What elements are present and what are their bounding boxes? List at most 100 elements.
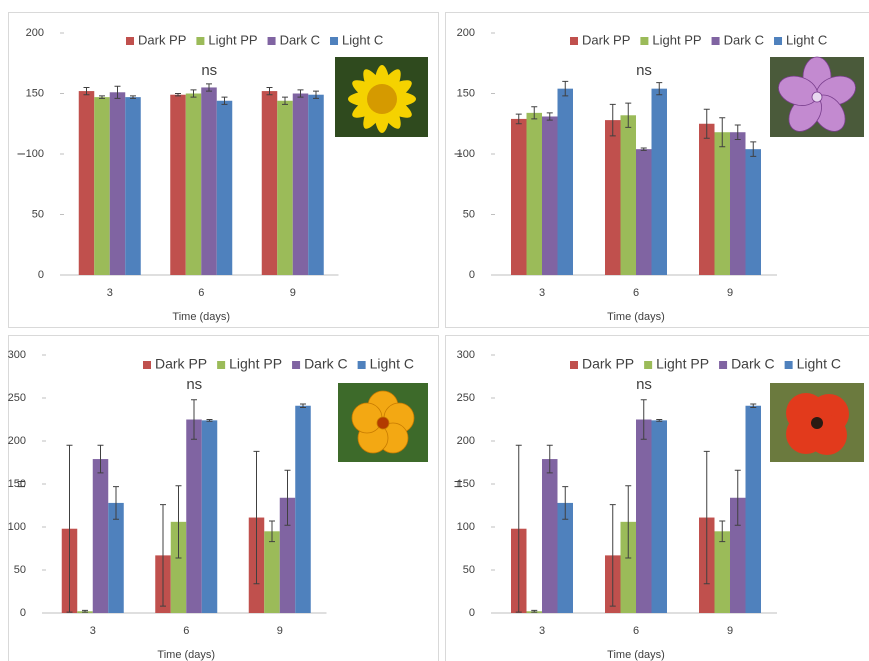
y-tick-label: 200: [8, 435, 26, 447]
y-axis-label: I: [453, 152, 465, 155]
photo-yellow-flower: [335, 57, 428, 137]
y-tick-label: 50: [14, 564, 26, 576]
legend-label: Dark PP: [582, 356, 634, 372]
legend-swatch: [330, 37, 338, 45]
annotation: ns: [201, 62, 217, 79]
bar: [202, 420, 218, 613]
y-tick-label: 50: [463, 208, 475, 220]
legend-label: Light PP: [229, 356, 282, 372]
bar: [125, 97, 141, 275]
legend-swatch: [570, 37, 578, 45]
y-tick-label: 0: [38, 269, 44, 281]
photo-nasturtium-flower: [338, 383, 428, 462]
y-tick-label: 100: [457, 521, 475, 533]
y-tick-label: 0: [469, 269, 475, 281]
y-tick-label: 50: [463, 564, 475, 576]
y-tick-label: 100: [26, 148, 44, 160]
x-tick-label: 3: [539, 287, 545, 299]
legend-swatch: [774, 37, 782, 45]
legend-label: Light PP: [208, 32, 257, 47]
annotation: ns: [636, 62, 652, 79]
bar: [277, 101, 293, 275]
legend-swatch: [268, 37, 276, 45]
bar: [621, 115, 637, 275]
bar: [217, 101, 233, 275]
legend-swatch: [126, 37, 134, 45]
bar: [308, 95, 324, 275]
bar: [110, 92, 126, 275]
y-tick-label: 150: [26, 87, 44, 99]
legend-label: Light C: [342, 32, 383, 47]
legend-swatch: [143, 361, 151, 369]
y-tick-label: 200: [457, 435, 475, 447]
bar: [542, 459, 558, 613]
bar: [79, 91, 95, 275]
legend-label: Dark C: [304, 356, 348, 372]
x-axis-label: Time (days): [607, 311, 665, 323]
x-axis-label: Time (days): [607, 649, 665, 661]
legend-swatch: [785, 361, 793, 369]
x-tick-label: 9: [727, 287, 733, 299]
bar: [746, 149, 762, 275]
figure: 0 50 100 150 200 I Time (days) ns 3 6 9 Dark PP Ligh…: [0, 0, 869, 661]
x-tick-label: 9: [727, 625, 733, 637]
legend-label: Dark C: [280, 32, 320, 47]
bar: [715, 531, 731, 613]
legend-label: Light PP: [652, 32, 701, 47]
x-tick-label: 3: [107, 287, 113, 299]
legend-swatch: [358, 361, 366, 369]
bar: [652, 420, 668, 613]
bar: [558, 89, 574, 275]
x-tick-label: 3: [90, 625, 96, 637]
chart-panel: 050100150200250300HTime (days)ns369Dark …: [445, 335, 869, 661]
legend-swatch: [719, 361, 727, 369]
bar: [636, 149, 652, 275]
chart-panel: 050100150200250300HTime (days)ns369Dark …: [8, 335, 439, 661]
y-axis-label: I: [16, 152, 28, 155]
legend-label: Dark PP: [582, 32, 630, 47]
bar: [730, 132, 746, 275]
bar: [262, 91, 278, 275]
legend-swatch: [644, 361, 652, 369]
y-axis-label: H: [16, 480, 28, 488]
y-tick-label: 200: [457, 27, 475, 39]
legend-label: Dark PP: [155, 356, 207, 372]
photo-mallow-flower: [770, 57, 864, 138]
x-tick-label: 6: [633, 625, 639, 637]
x-axis-label: Time (days): [157, 649, 215, 661]
bar: [715, 132, 731, 275]
legend-label: Dark C: [731, 356, 775, 372]
bar: [264, 531, 280, 613]
bar: [201, 87, 217, 275]
x-tick-label: 6: [183, 625, 189, 637]
bar: [170, 95, 186, 275]
annotation: ns: [636, 376, 652, 393]
bar: [94, 97, 110, 275]
legend-swatch: [570, 361, 578, 369]
legend-label: Dark PP: [138, 32, 186, 47]
bar: [93, 459, 109, 613]
y-tick-label: 0: [20, 607, 26, 619]
bar: [699, 124, 715, 275]
y-tick-label: 300: [457, 349, 475, 361]
legend-label: Light C: [797, 356, 841, 372]
bar: [542, 116, 558, 275]
x-tick-label: 6: [198, 287, 204, 299]
y-tick-label: 150: [457, 87, 475, 99]
x-tick-label: 3: [539, 625, 545, 637]
legend-swatch: [292, 361, 300, 369]
bar: [186, 94, 202, 276]
bar: [186, 420, 202, 614]
y-tick-label: 100: [8, 521, 26, 533]
photo-poppy-flower: [770, 383, 864, 462]
y-tick-label: 0: [469, 607, 475, 619]
y-tick-label: 200: [26, 27, 44, 39]
legend-label: Light C: [786, 32, 827, 47]
bar: [652, 89, 668, 275]
annotation: ns: [186, 376, 202, 393]
bar: [527, 113, 543, 275]
bar: [605, 120, 621, 275]
x-tick-label: 6: [633, 287, 639, 299]
bar: [746, 406, 762, 613]
